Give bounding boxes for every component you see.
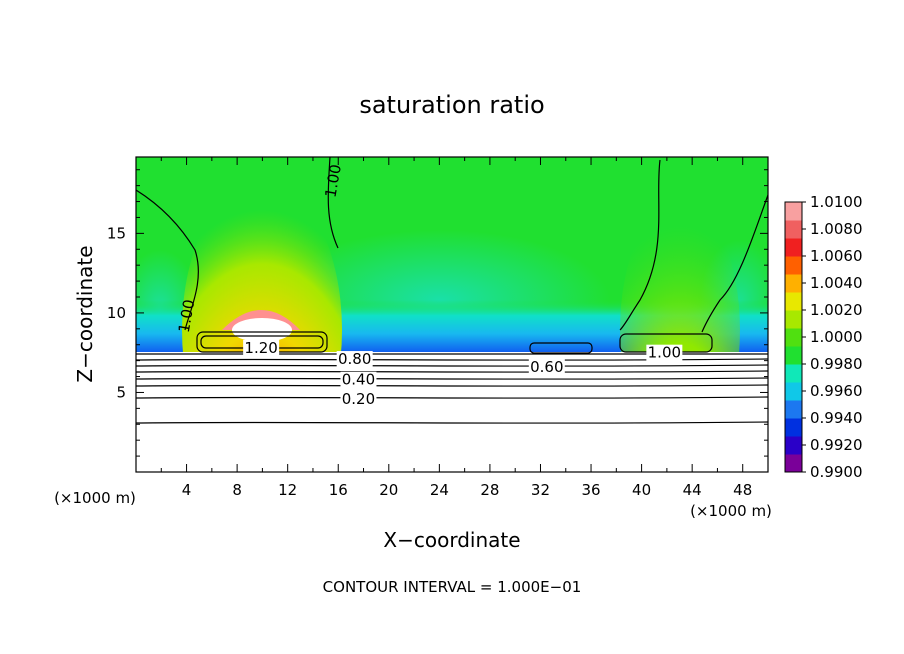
colorbar-swatch	[785, 346, 802, 365]
contour-label-bg	[340, 371, 377, 388]
x-tick-label: 32	[531, 481, 550, 499]
heatmap-field	[136, 157, 768, 472]
contour-line-lower	[136, 421, 768, 424]
colorbar-swatch	[785, 220, 802, 239]
colorbar-swatch	[785, 328, 802, 347]
colorbar-swatch	[785, 238, 802, 257]
contour-line-1-00-right-2	[701, 194, 768, 333]
contour-line-lower	[136, 396, 768, 399]
contour-label-bg	[243, 339, 280, 356]
contour-label: 1.00	[648, 344, 681, 362]
contour-label-bg	[646, 344, 683, 361]
colorbar-tick-label: 1.0100	[810, 193, 863, 211]
colorbar-swatch	[785, 454, 802, 473]
colorbar-swatch	[785, 364, 802, 383]
y-axis-ticks: 5 10 15	[107, 169, 768, 457]
contour-label: 1.00	[321, 163, 345, 199]
colorbar: 1.0100 1.0080 1.0060 1.0040 1.0020 1.0000 0.99…	[784, 193, 863, 481]
contour-line-1-00-top	[327, 157, 339, 249]
x-tick-label: 8	[232, 481, 242, 499]
colorbar-swatch	[785, 274, 802, 293]
contour-label-bg	[336, 351, 373, 368]
contour-line-lower	[136, 377, 768, 380]
contour-label: 0.80	[338, 350, 371, 368]
y-axis-label: Z−coordinate	[73, 245, 97, 382]
colorbar-swatch	[785, 256, 802, 275]
colorbar-tick-label: 1.0040	[810, 274, 863, 292]
contour-label: 0.20	[342, 390, 375, 408]
colorbar-tick-label: 0.9960	[810, 382, 863, 400]
contour-line-1-00-left	[136, 189, 199, 331]
colorbar-tick-label: 1.0080	[810, 220, 863, 238]
contour-labels: 1.00 1.00 1.20 0.80 0.400.20 0.60 1.00	[175, 163, 683, 408]
chart-title: saturation ratio	[359, 91, 544, 119]
x-tick-label: 28	[480, 481, 499, 499]
colorbar-swatch	[785, 202, 802, 221]
contour-label-bg	[340, 390, 377, 407]
x-tick-label: 48	[733, 481, 752, 499]
cloud-region	[136, 352, 768, 472]
x-tick-label: 12	[278, 481, 297, 499]
colorbar-swatch	[785, 310, 802, 329]
contour-line-lower	[136, 370, 768, 373]
contour-line-lower	[136, 364, 768, 367]
x-axis-ticks: 4 8 12 16 20 24 28 32 36 40 44 48	[160, 157, 752, 499]
x-tick-label: 24	[430, 481, 449, 499]
colorbar-tick-label: 0.9920	[810, 436, 863, 454]
y-tick-label: 15	[107, 224, 126, 242]
colorbar-swatch	[785, 418, 802, 437]
contour-label: 0.40	[342, 371, 375, 389]
x-tick-label: 4	[182, 481, 192, 499]
contour-line-1-00-right	[619, 159, 661, 331]
contour-label: 1.20	[244, 339, 277, 357]
colorbar-swatch	[785, 292, 802, 311]
colorbar-swatch	[785, 382, 802, 401]
contour-interval-note: CONTOUR INTERVAL = 1.000E−01	[323, 578, 582, 596]
contour-label: 1.00	[175, 298, 199, 334]
plot-frame	[135, 156, 769, 473]
x-tick-label: 44	[683, 481, 702, 499]
x-axis-unit: (×1000 m)	[690, 502, 772, 520]
colorbar-tick-label: 0.9900	[810, 463, 863, 481]
y-tick-label: 5	[116, 383, 126, 401]
colorbar-tick-label: 0.9940	[810, 409, 863, 427]
contour-label-bg	[528, 359, 565, 375]
contour-label: 0.60	[530, 358, 563, 376]
x-tick-label: 36	[581, 481, 600, 499]
x-tick-label: 20	[379, 481, 398, 499]
contour-line-lower	[136, 384, 768, 387]
x-tick-label: 16	[329, 481, 348, 499]
cloud-contour-mid	[529, 342, 593, 354]
y-axis-unit: (×1000 m)	[54, 489, 136, 507]
y-tick-label: 10	[107, 304, 126, 322]
colorbar-tick-label: 0.9980	[810, 355, 863, 373]
colorbar-swatch	[785, 400, 802, 419]
colorbar-swatch	[785, 436, 802, 455]
colorbar-tick-label: 1.0020	[810, 301, 863, 319]
colorbar-tick-label: 1.0000	[810, 328, 863, 346]
colorbar-tick-label: 1.0060	[810, 247, 863, 265]
x-tick-label: 40	[632, 481, 651, 499]
x-axis-label: X−coordinate	[383, 528, 520, 552]
